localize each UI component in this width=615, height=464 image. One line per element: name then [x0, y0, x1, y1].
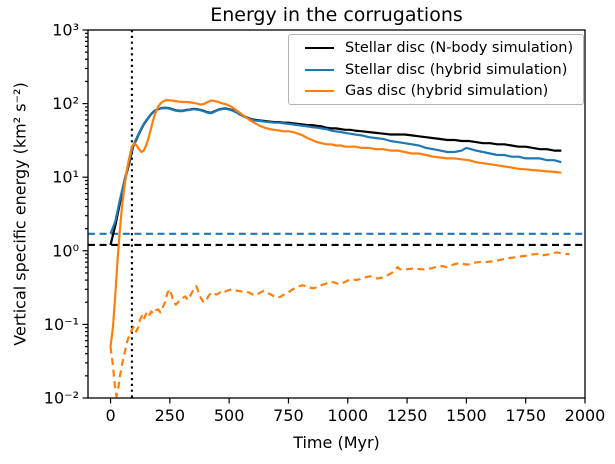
axes-frame	[87, 29, 586, 399]
series-line-stellar-disc-nbody	[109, 106, 562, 246]
x-tick-label: 750	[273, 406, 304, 425]
y-tick-label: 10⁻¹	[44, 315, 79, 334]
y-tick-label: 10⁰	[52, 241, 79, 260]
x-tick-label: 1000	[327, 406, 368, 425]
x-tick-label: 1250	[387, 406, 428, 425]
x-tick-label: 1500	[446, 406, 487, 425]
x-tick-label: 500	[214, 406, 245, 425]
y-tick-label: 10³	[52, 21, 79, 40]
series-line-gas-disc-hybrid	[109, 98, 562, 347]
reference-lines	[88, 30, 585, 398]
legend-entry-stellar-nbody: Stellar disc (N-body simulation)	[305, 38, 583, 58]
legend-label: Stellar disc (N-body simulation)	[345, 40, 574, 57]
legend-label: Gas disc (hybrid simulation)	[345, 82, 549, 99]
legend-line-swatch-orange	[305, 89, 334, 92]
legend-label: Stellar disc (hybrid simulation)	[345, 61, 568, 78]
series-line-gas-disc-dashed	[109, 251, 570, 398]
legend-entry-stellar-hybrid: Stellar disc (hybrid simulation)	[305, 60, 583, 80]
series-line-stellar-disc-hybrid	[109, 107, 562, 235]
x-tick-label: 250	[155, 406, 186, 425]
legend-line-swatch-blue	[305, 68, 334, 71]
x-axis-label: Time (Myr)	[293, 433, 380, 452]
axis-tick-labels: 10³ 10² 10¹ 10⁰ 10⁻¹ 10⁻² 0 250 500 750 1000 1250 15…	[44, 21, 606, 426]
x-tick-label: 0	[105, 406, 115, 425]
legend-line-swatch-black	[305, 47, 334, 50]
y-tick-label: 10¹	[52, 168, 79, 187]
y-tick-label: 10²	[52, 94, 79, 113]
y-tick-label: 10⁻²	[44, 389, 79, 408]
legend-entry-gas-hybrid: Gas disc (hybrid simulation)	[305, 81, 583, 101]
x-tick-label: 2000	[565, 406, 606, 425]
legend: Stellar disc (N-body simulation) Stellar…	[288, 34, 584, 105]
x-tick-label: 1750	[505, 406, 546, 425]
data-series	[109, 98, 570, 398]
chart-title: Energy in the corrugations	[210, 4, 463, 26]
